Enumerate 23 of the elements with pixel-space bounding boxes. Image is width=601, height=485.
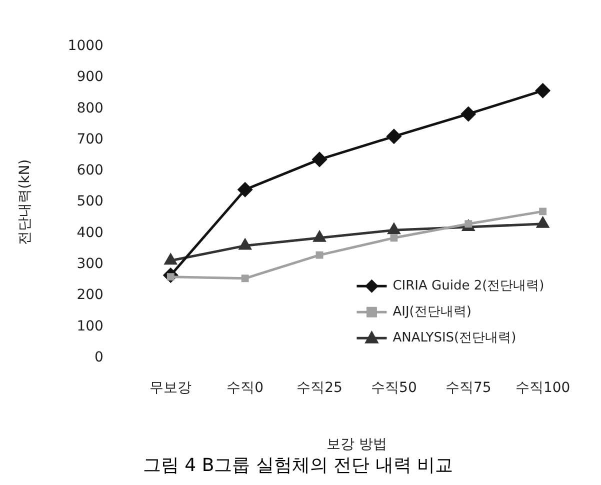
text: 그림 4 B그룹 실험체의 전단 내력 비교: [142, 454, 454, 476]
y-tick-label: 300: [76, 256, 104, 272]
y-tick-label: 500: [76, 194, 104, 210]
x-tick-label: 수직25: [296, 380, 342, 396]
legend-label: AIJ(전단내력): [392, 304, 472, 320]
y-tick-label: 0: [94, 349, 104, 366]
x-tick-label: 수직50: [371, 380, 417, 396]
y-tick-label: 100: [76, 318, 104, 334]
y-tick-label: 700: [76, 131, 104, 148]
y-tick-label: 1000: [68, 38, 104, 54]
legend-label: ANALYSIS(전단내력): [392, 330, 516, 346]
y-tick-label: 600: [76, 162, 104, 179]
x-tick-label: 수직100: [515, 380, 570, 396]
x-tick-label: 수직75: [445, 380, 492, 396]
x-tick-label: 무보강: [150, 380, 192, 396]
y-tick-label: 400: [76, 224, 104, 241]
x-tick-label: 수직0: [226, 380, 264, 396]
y-axis-title: 전단내력(kN): [17, 159, 34, 245]
legend-label: CIRIA Guide 2(전단내력): [392, 278, 544, 294]
y-tick-label: 900: [76, 69, 104, 86]
y-tick-label: 800: [76, 100, 104, 116]
y-tick-label: 200: [76, 287, 104, 304]
x-axis-title: 보강 방법: [326, 436, 387, 453]
